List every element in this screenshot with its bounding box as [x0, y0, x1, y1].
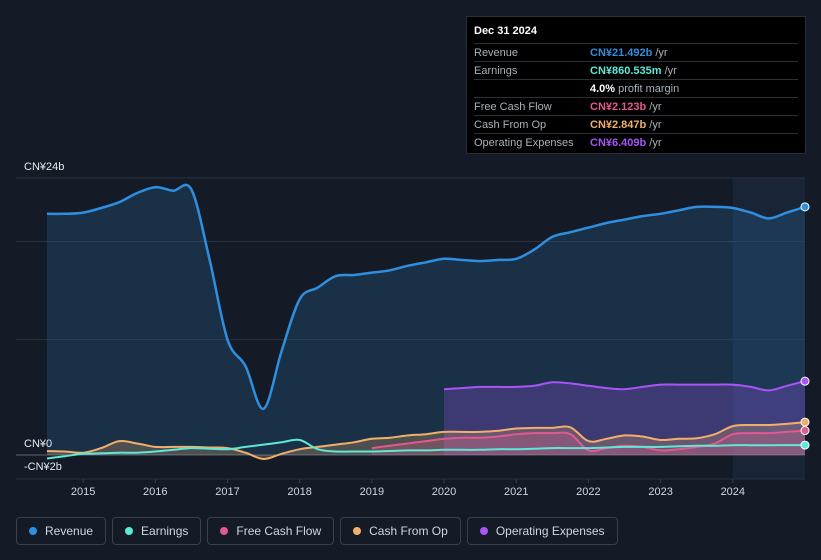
tooltip: Dec 31 2024 Revenue CN¥21.492b/yr Earnings… — [466, 16, 806, 154]
cash-from-op-end-marker — [800, 417, 810, 427]
tooltip-row: 4.0% profit margin — [474, 79, 798, 97]
y-label-bottom: -CN¥2b — [24, 461, 62, 473]
x-tick-label: 2024 — [721, 486, 745, 498]
x-tick-label: 2021 — [504, 486, 528, 498]
tooltip-value: CN¥2.847b — [590, 118, 647, 131]
tooltip-label: Cash From Op — [474, 118, 547, 131]
legend-dot-icon — [125, 527, 134, 535]
legend-dot-icon — [220, 527, 229, 535]
tooltip-label: Free Cash Flow — [474, 100, 552, 113]
legend-label: Free Cash Flow — [236, 524, 322, 538]
operating-expenses-area — [444, 381, 805, 455]
tooltip-value: CN¥6.409b — [590, 136, 647, 149]
tooltip-value: CN¥21.492b — [590, 46, 653, 59]
tooltip-label: Earnings — [474, 64, 518, 77]
free-cash-flow-line — [371, 429, 806, 453]
tooltip-row: Revenue CN¥21.492b/yr — [474, 43, 798, 61]
tooltip-rows: Revenue CN¥21.492b/yr Earnings CN¥860.535m /… — [474, 43, 798, 151]
tooltip-row: Operating Expenses CN¥6.409b/yr — [474, 133, 798, 151]
legend-item-revenue[interactable]: Revenue — [16, 517, 107, 545]
tooltip-unit: /yr — [649, 118, 662, 131]
legend-item-cash-from-op[interactable]: Cash From Op — [340, 517, 461, 545]
tooltip-value: CN¥860.535m — [590, 64, 662, 77]
x-axis: 2015 2016 2017 2018 2019 2020 2021 2022 2023 2024 — [71, 479, 745, 498]
tooltip-label: Revenue — [474, 46, 519, 59]
y-label-top: CN¥24b — [24, 161, 64, 173]
legend-dot-icon — [479, 527, 488, 535]
operating-expenses-line — [443, 380, 806, 392]
x-tick-label: 2023 — [648, 486, 672, 498]
cash-from-op-line — [46, 421, 806, 461]
tooltip-unit: /yr — [655, 46, 668, 59]
legend-dot-icon — [353, 527, 362, 535]
x-tick-label: 2022 — [576, 486, 600, 498]
legend-dot-icon — [29, 527, 37, 535]
tooltip-date: Dec 31 2024 — [474, 25, 537, 37]
y-label-zero: CN¥0 — [24, 438, 52, 450]
chart: 2015 2016 2017 2018 2019 2020 2021 2022 2023 2024… — [16, 161, 810, 498]
legend-label: Earnings — [141, 524, 189, 538]
tooltip-value: 4.0% — [590, 82, 616, 95]
revenue-area — [47, 184, 805, 455]
tooltip-label: Operating Expenses — [474, 136, 574, 149]
legend-item-earnings[interactable]: Earnings — [112, 517, 202, 545]
series-layer — [46, 183, 810, 461]
earnings-end-marker — [800, 440, 810, 450]
legend-label: Revenue — [45, 524, 94, 538]
gridlines — [16, 177, 805, 480]
forecast-band — [732, 178, 805, 479]
tooltip-row: Free Cash Flow CN¥2.123b/yr — [474, 97, 798, 115]
tooltip-row: Earnings CN¥860.535m/yr — [474, 61, 798, 79]
x-tick-label: 2015 — [71, 486, 95, 498]
legend-item-operating-expenses[interactable]: Operating Expenses — [466, 517, 618, 545]
legend-item-free-cash-flow[interactable]: Free Cash Flow — [207, 517, 335, 545]
revenue-end-marker — [800, 202, 810, 212]
x-tick-label: 2016 — [143, 486, 167, 498]
tooltip-unit: /yr — [664, 64, 677, 77]
earnings-line — [46, 438, 805, 460]
legend: Revenue Earnings Free Cash Flow Cash From O… — [16, 517, 618, 545]
legend-label: Operating Expenses — [495, 524, 605, 538]
x-tick-label: 2017 — [215, 486, 239, 498]
operating-expenses-end-marker — [800, 376, 810, 386]
revenue-line — [46, 183, 806, 411]
tooltip-value: CN¥2.123b — [590, 100, 647, 113]
x-tick-label: 2019 — [360, 486, 384, 498]
x-tick-label: 2018 — [287, 486, 311, 498]
x-tick-label: 2020 — [432, 486, 456, 498]
legend-label: Cash From Op — [369, 524, 448, 538]
tooltip-row: Cash From Op CN¥2.847b/yr — [474, 115, 798, 133]
tooltip-unit: /yr — [649, 136, 662, 149]
free-cash-flow-end-marker — [800, 426, 810, 436]
tooltip-unit: profit margin — [618, 82, 680, 95]
tooltip-unit: /yr — [649, 100, 662, 113]
